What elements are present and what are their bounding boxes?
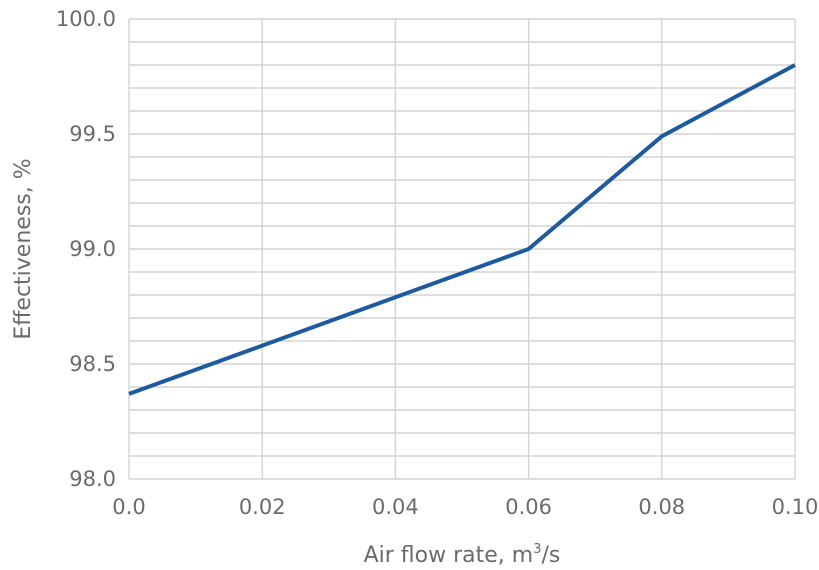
x-tick-label: 0.0 (112, 495, 145, 519)
x-tick-label: 0.10 (772, 495, 819, 519)
series-line (128, 63, 796, 396)
x-tick-label: 0.08 (638, 495, 685, 519)
x-tick-label: 0.02 (239, 495, 286, 519)
x-tick-labels: 0.0 0.02 0.04 0.06 0.08 0.10 (112, 495, 818, 519)
x-axis-title: Air flow rate, m3/s (364, 542, 561, 568)
y-tick-label: 100.0 (56, 7, 116, 31)
grid (128, 18, 796, 480)
x-axis-title-unit: /s (542, 543, 561, 568)
x-axis-title-main: Air flow rate, m (364, 543, 534, 568)
y-tick-label: 99.0 (69, 237, 116, 261)
x-tick-label: 0.04 (372, 495, 419, 519)
y-axis-title: Effectiveness, % (11, 158, 36, 339)
y-tick-label: 99.5 (69, 122, 116, 146)
series-group (128, 63, 796, 396)
y-tick-label: 98.0 (69, 467, 116, 491)
x-tick-label: 0.06 (505, 495, 552, 519)
x-axis-title-superscript: 3 (533, 542, 541, 557)
y-tick-labels: 98.0 98.5 99.0 99.5 100.0 (56, 7, 116, 491)
y-tick-label: 98.5 (69, 352, 116, 376)
